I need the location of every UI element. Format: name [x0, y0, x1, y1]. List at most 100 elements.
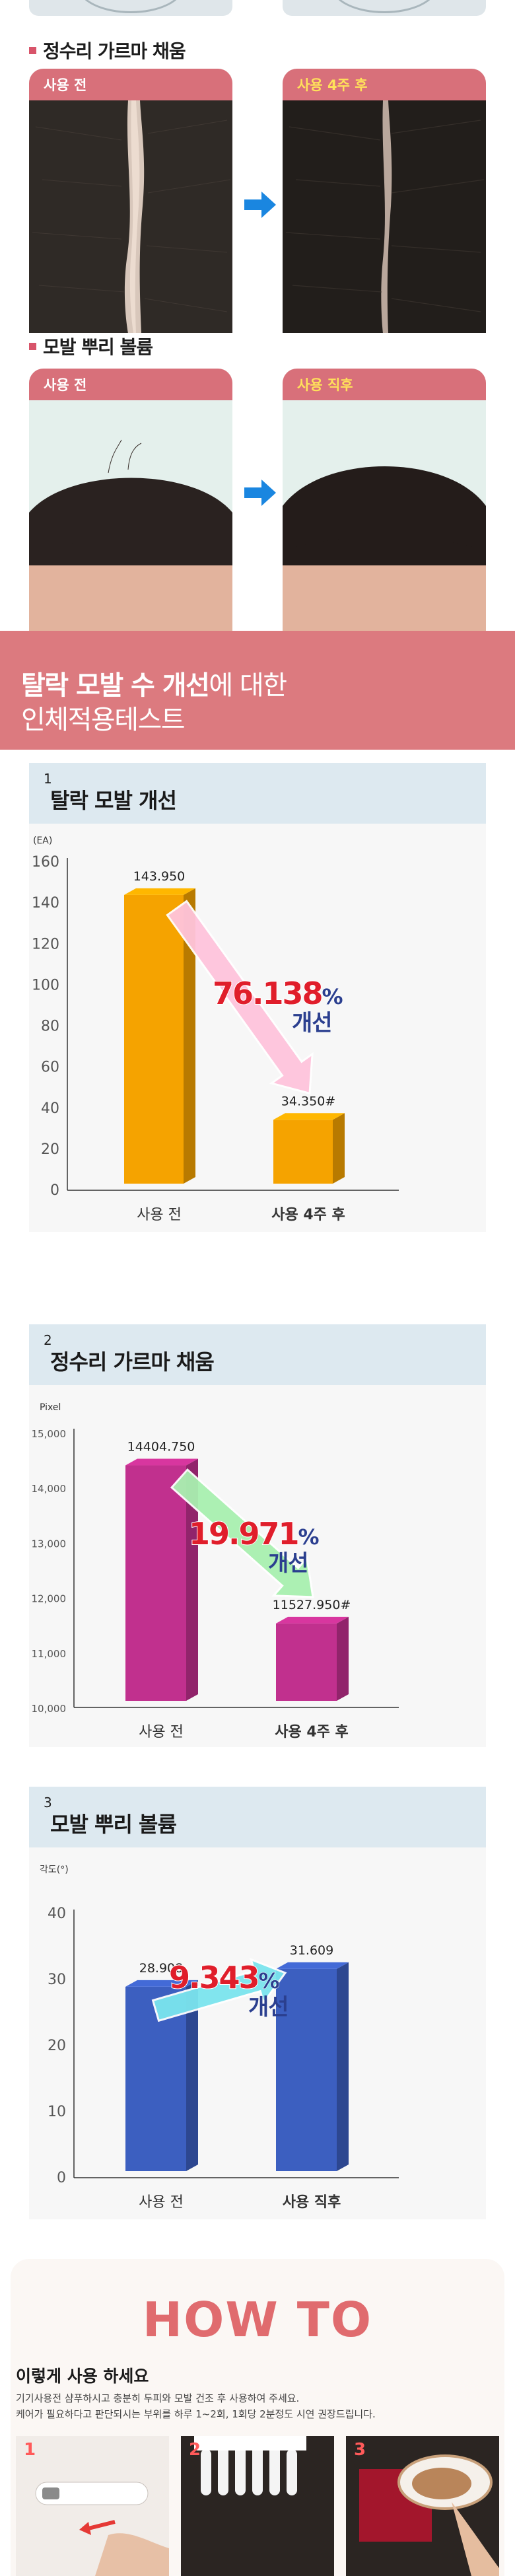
- y-tick-label: 0: [50, 1182, 59, 1199]
- before-panel: 사용 전: [29, 69, 232, 333]
- bar: [125, 1986, 186, 2171]
- chart-svg: Pixel 10,000 11,000 12,000 13,000 14,000 15,00…: [32, 1402, 399, 1740]
- step-number: 1: [24, 2440, 36, 2460]
- improvement-callout: 76.138% 개선: [212, 975, 343, 1037]
- bar-side: [333, 1113, 345, 1184]
- y-tick-label: 30: [48, 1972, 66, 1988]
- x-category-label: 사용 4주 후: [275, 1724, 349, 1740]
- chart-index: 3: [44, 1795, 52, 1810]
- trend-arrow: [166, 900, 314, 1095]
- banner-line-1: 탈락 모발 수 개선에 대한: [21, 664, 287, 702]
- after-label: 사용 4주 후: [297, 77, 368, 93]
- device-charging-illustration: [35, 2482, 169, 2576]
- y-axis-label: (EA): [33, 836, 52, 846]
- x-category-label: 사용 전: [139, 1724, 184, 1740]
- trend-arrow: [170, 1468, 314, 1598]
- step-2-image: 2: [181, 2436, 334, 2576]
- data-label: 143.950: [133, 869, 186, 884]
- chart-header: 1 탈락 모발 개선: [29, 763, 486, 824]
- bar-side: [186, 1980, 198, 2171]
- after-panel: 사용 4주 후: [283, 69, 486, 333]
- chart-header: 2 정수리 가르마 채움: [29, 1324, 486, 1385]
- x-category-label: 사용 전: [139, 2194, 184, 2211]
- banner-rest-text: 에 대한: [209, 670, 287, 701]
- section-heading: 정수리 가르마 채움: [29, 37, 186, 63]
- after-label: 사용 직후: [297, 377, 353, 393]
- comb-on-scalp-illustration: [181, 2436, 334, 2576]
- bullet-square-icon: [29, 46, 36, 54]
- data-label: 28.908: [139, 1961, 183, 1976]
- y-axis-label: 각도(°): [40, 1865, 69, 1875]
- chart-title: 모발 뿌리 볼륨: [50, 1812, 177, 1837]
- improvement-unit: %: [258, 1968, 280, 1994]
- bullet-square-icon: [29, 342, 36, 350]
- cropped-image-left: [29, 0, 232, 16]
- bar-top: [125, 1458, 198, 1466]
- y-tick-label: 140: [32, 895, 59, 912]
- bar-top: [276, 1962, 349, 1969]
- x-category-label: 사용 4주 후: [271, 1207, 345, 1223]
- step-number: 3: [354, 2440, 366, 2460]
- before-panel: 사용 전: [29, 369, 232, 633]
- y-tick-label: 40: [48, 1906, 66, 1922]
- y-tick-label: 160: [32, 854, 59, 871]
- cropped-image-right: [283, 0, 486, 16]
- before-label: 사용 전: [44, 377, 87, 393]
- chart-title: 탈락 모발 개선: [50, 788, 177, 813]
- chart-svg: 각도(°) 0 10 20 30 40 28.908 사용 전 31.609 사용 직후: [40, 1865, 399, 2211]
- bar: [276, 1623, 337, 1701]
- bar-side: [337, 1962, 349, 2171]
- test-banner: 탈락 모발 수 개선에 대한 인체적용테스트: [0, 631, 515, 750]
- y-tick-label: 0: [57, 2170, 66, 2186]
- step-3-image: 3: [346, 2436, 499, 2576]
- improvement-word: 개선: [248, 1994, 289, 2021]
- bar-side: [184, 888, 195, 1184]
- improvement-callout: 19.971% 개선: [188, 1515, 320, 1577]
- data-label: 11527.950#: [273, 1598, 351, 1612]
- y-tick-label: 20: [48, 2038, 66, 2054]
- y-tick-label: 100: [32, 977, 59, 993]
- bar-top: [124, 888, 195, 895]
- trend-arrow: [151, 1958, 287, 2022]
- improvement-callout: 9.343% 개선: [168, 1959, 289, 2021]
- y-tick-label: 10,000: [32, 1703, 67, 1715]
- y-tick-label: 12,000: [32, 1593, 67, 1605]
- chart-index: 2: [44, 1332, 52, 1348]
- chart-svg: (EA) 0 20 40 60 80 100 120 140 160 143.950 사용 전 34.3…: [32, 836, 399, 1223]
- led-brush-on-scalp-illustration: [346, 2436, 499, 2576]
- step-number: 2: [189, 2440, 201, 2460]
- y-tick-label: 11,000: [32, 1648, 67, 1660]
- improvement-word: 개선: [292, 1010, 333, 1036]
- y-tick-label: 15,000: [32, 1428, 67, 1440]
- banner-line-2: 인체적용테스트: [21, 705, 186, 735]
- chart-card-1: 1 탈락 모발 개선 (EA) 0 20 40 60 80 100 120 140 160 143.…: [29, 763, 486, 1232]
- improvement-word: 개선: [268, 1550, 309, 1577]
- chart-title: 정수리 가르마 채움: [50, 1349, 215, 1375]
- top-cropped-cards: [0, 0, 515, 20]
- bar-side: [186, 1458, 198, 1701]
- bar-top: [273, 1113, 345, 1120]
- y-tick-label: 20: [41, 1141, 59, 1158]
- section-heading-text: 정수리 가르마 채움: [43, 40, 186, 62]
- section-heading-text: 모발 뿌리 볼륨: [43, 336, 153, 358]
- chart-card-2: 2 정수리 가르마 채움 Pixel 10,000 11,000 12,000 13,0…: [29, 1324, 486, 1747]
- bar-top: [276, 1616, 349, 1624]
- arrow-right-icon: [244, 192, 276, 218]
- arrow-right-icon: [244, 480, 276, 506]
- y-tick-label: 80: [41, 1019, 59, 1035]
- root-volume-comparison: 모발 뿌리 볼륨 사용 전 사용 직후: [0, 330, 515, 633]
- how-to-subtitle: 이렇게 사용 하세요: [16, 2367, 149, 2386]
- hair-root-after-photo: [283, 400, 486, 633]
- y-tick-label: 40: [41, 1100, 59, 1117]
- scalp-part-before-photo: [29, 100, 232, 333]
- chart-header: 3 모발 뿌리 볼륨: [29, 1787, 486, 1847]
- data-label: 31.609: [290, 1943, 333, 1958]
- bar-side: [337, 1616, 349, 1701]
- before-label: 사용 전: [44, 77, 87, 93]
- bar: [276, 1968, 337, 2171]
- bar: [273, 1120, 333, 1184]
- improvement-value: 19.971: [188, 1515, 300, 1552]
- banner-bold-text: 탈락 모발 수 개선: [21, 670, 210, 701]
- improvement-unit: %: [322, 984, 343, 1010]
- bar: [125, 1465, 186, 1701]
